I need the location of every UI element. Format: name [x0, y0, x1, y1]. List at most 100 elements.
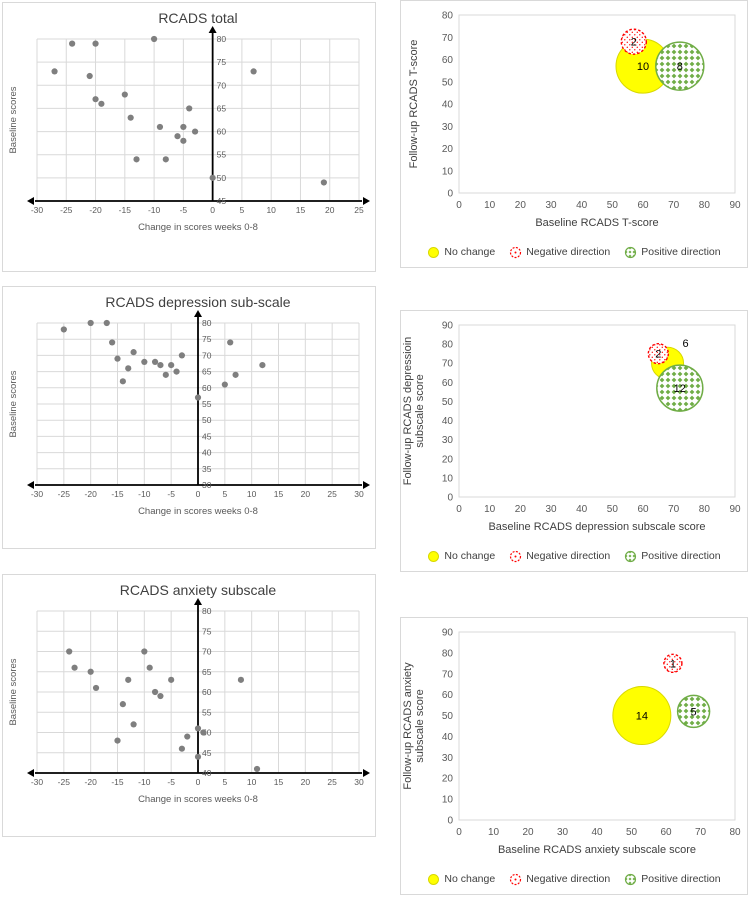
y-axis-title: subscale score: [414, 689, 426, 762]
y-tick-label: 50: [202, 728, 212, 738]
x-tick-label: 25: [354, 205, 364, 215]
y-tick-label: 60: [202, 383, 212, 393]
data-point: [121, 91, 128, 98]
panel-rcads-anxiety-bubble: 0 10 20 30 40 50 60 70 80 0 10 20 30 40 50 60 70 80 90 Base…: [400, 617, 748, 895]
y-tick-label: 80: [442, 340, 454, 351]
data-point: [103, 319, 110, 327]
x-tick-label: 40: [591, 827, 603, 838]
y-tick-label: 80: [202, 606, 212, 616]
bubble-positive-direction: [655, 41, 705, 91]
y-tick-label: 30: [442, 753, 454, 764]
x-tick-label: 80: [699, 504, 711, 515]
x-tick-label: -5: [167, 777, 175, 787]
x-tick-label: 70: [668, 200, 680, 211]
legend-item-positive-direction: Positive direction: [624, 550, 721, 563]
x-tick-label: 40: [576, 200, 588, 211]
data-point: [162, 156, 169, 163]
legend-item-negative-direction: Negative direction: [509, 550, 610, 563]
data-point: [162, 371, 169, 378]
data-point: [157, 362, 164, 369]
x-tick-label: 10: [484, 200, 496, 211]
data-point: [180, 137, 187, 144]
legend-item-negative-direction: Negative direction: [509, 246, 610, 259]
data-point: [151, 358, 159, 365]
y-tick-label: 75: [202, 626, 212, 636]
bubble-count-label: 14: [636, 711, 648, 723]
legend-label: Positive direction: [641, 550, 721, 562]
rcads-depression-bubble-chart: 0 10 20 30 40 50 60 70 80 90 0 10 20 30 40 50 60 70 80 90 Ba…: [402, 321, 741, 534]
rcads-anxiety-scatter-chart: RCADS anxiety subscale -30 -25 -20 -15 -10 -5 0…: [8, 582, 370, 805]
y-tick-label: 50: [442, 77, 454, 88]
y-tick-label: 20: [442, 144, 454, 155]
x-tick-label: -10: [138, 489, 151, 499]
x-tick-label: -25: [60, 205, 73, 215]
data-point: [259, 362, 266, 369]
bubble-negative-direction: [663, 653, 683, 674]
x-tick-label: -5: [167, 489, 175, 499]
x-tick-label: 60: [660, 827, 672, 838]
y-tick-label: 80: [442, 648, 454, 659]
data-point: [92, 684, 100, 692]
y-tick-label: 0: [447, 189, 453, 200]
legend-item-no-change: No change: [427, 873, 495, 886]
x-tick-label: 20: [325, 205, 335, 215]
data-point: [141, 648, 148, 655]
axis-arrow-up: [208, 26, 217, 33]
x-tick-label: 15: [274, 489, 284, 499]
x-tick-label: -20: [85, 489, 98, 499]
data-point: [168, 362, 175, 369]
bubble-count-label: 1: [670, 658, 676, 670]
data-point: [60, 326, 67, 333]
x-tick-label: 70: [668, 504, 680, 515]
data-point: [173, 368, 180, 375]
x-tick-label: 20: [301, 777, 311, 787]
y-tick-label: 0: [447, 816, 453, 827]
data-point: [157, 692, 164, 700]
y-tick-label: 60: [442, 378, 454, 389]
y-tick-label: 70: [202, 647, 212, 657]
y-tick-label: 10: [442, 795, 454, 806]
legend-marker-yellow: [428, 873, 440, 885]
bubble-positive-direction: [656, 364, 704, 412]
y-tick-label: 20: [442, 774, 454, 785]
legend-label: No change: [444, 246, 496, 258]
legend-label: No change: [444, 873, 496, 885]
x-axis-title: Change in scores weeks 0-8: [138, 794, 258, 805]
panel-rcads-depression-bubble: 0 10 20 30 40 50 60 70 80 90 0 10 20 30 40 50 60 70 80 90 Ba…: [400, 310, 748, 572]
y-tick-label: 70: [442, 33, 454, 44]
bubble-count-label: 2: [655, 349, 661, 361]
legend-marker-red: [510, 550, 522, 562]
x-tick-label: -20: [89, 205, 102, 215]
x-tick-label: 10: [247, 489, 257, 499]
x-tick-label: 70: [695, 827, 707, 838]
data-point: [109, 339, 116, 346]
data-point: [174, 133, 181, 140]
data-point: [92, 96, 99, 103]
data-point: [141, 358, 148, 365]
y-axis-title: Follow-up RCADS depressioin: [402, 337, 414, 486]
legend-marker-yellow: [428, 550, 440, 562]
x-tick-label: 90: [729, 200, 741, 211]
data-point: [209, 174, 216, 181]
data-point: [156, 123, 164, 131]
chart-legend: No change Negative direction Positive dire…: [401, 239, 747, 265]
x-tick-label: 10: [488, 827, 500, 838]
axis-arrow-right: [363, 481, 370, 489]
y-axis-title: Follow-up RCADS anxiety: [402, 662, 414, 790]
data-point: [87, 319, 94, 327]
data-point: [320, 179, 327, 186]
bubble-count-label: 6: [682, 338, 688, 350]
legend-marker-yellow: [428, 246, 440, 258]
legend-label: Negative direction: [526, 550, 611, 562]
rcads-anxiety-bubble-chart: 0 10 20 30 40 50 60 70 80 0 10 20 30 40 50 60 70 80 90 Base…: [402, 628, 741, 857]
y-tick-label: 55: [202, 399, 212, 409]
legend-label: Negative direction: [526, 873, 611, 885]
y-tick-label: 65: [202, 667, 212, 677]
y-tick-label: 60: [202, 687, 212, 697]
y-tick-label: 30: [442, 435, 454, 446]
legend-label: Positive direction: [641, 246, 721, 258]
data-point: [125, 676, 132, 683]
bubble-count-label: 12: [674, 383, 686, 395]
data-point: [130, 721, 137, 728]
